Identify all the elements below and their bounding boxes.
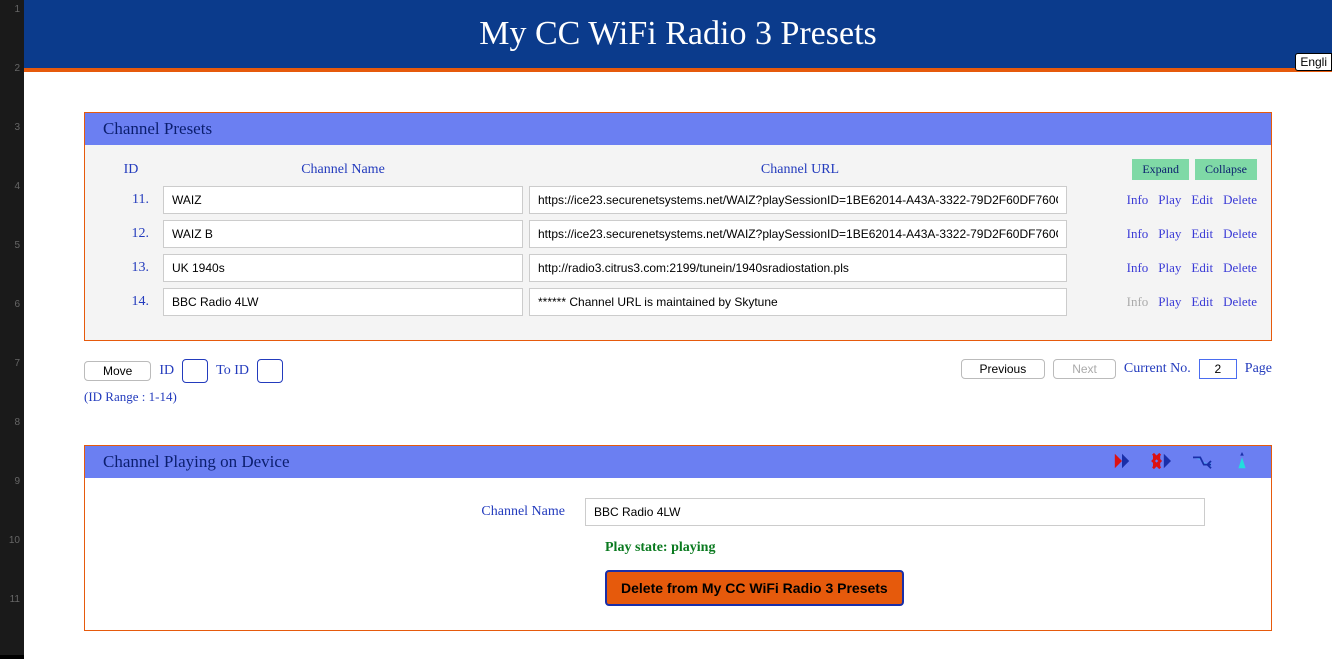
- play-link[interactable]: Play: [1158, 226, 1181, 242]
- playing-name-input[interactable]: [585, 498, 1205, 526]
- delete-link[interactable]: Delete: [1223, 294, 1257, 310]
- page-container: My CC WiFi Radio 3 Presets Engli Channel…: [24, 0, 1332, 655]
- move-group: Move ID To ID: [84, 359, 283, 383]
- play-state-text: Play state: playing: [605, 540, 1251, 556]
- row-id: 12.: [99, 226, 163, 242]
- table-row: 12. Info Play Edit Delete: [99, 220, 1257, 248]
- presets-column-headers: ID Channel Name Channel URL Expand Colla…: [99, 159, 1257, 180]
- page-select[interactable]: [1199, 359, 1237, 379]
- page-title: My CC WiFi Radio 3 Presets: [479, 15, 877, 53]
- presets-panel: Channel Presets ID Channel Name Channel …: [84, 112, 1272, 341]
- move-toid-input[interactable]: [257, 359, 283, 383]
- page-label: Page: [1245, 361, 1272, 377]
- row-actions: Info Play Edit Delete: [1077, 294, 1257, 310]
- row-actions: Info Play Edit Delete: [1077, 192, 1257, 208]
- delete-from-presets-button[interactable]: Delete from My CC WiFi Radio 3 Presets: [605, 570, 904, 606]
- row-id: 13.: [99, 260, 163, 276]
- channel-url-input[interactable]: [529, 288, 1067, 316]
- table-row: 13. Info Play Edit Delete: [99, 254, 1257, 282]
- pager: Previous Next Current No. Page: [961, 359, 1272, 379]
- id-range-note: (ID Range : 1-14): [84, 389, 283, 405]
- playing-panel-body: Channel Name Play state: playing Delete …: [85, 478, 1271, 630]
- channel-url-input[interactable]: [529, 254, 1067, 282]
- under-panel-controls: Move ID To ID (ID Range : 1-14) Previous…: [84, 359, 1272, 405]
- page-header: My CC WiFi Radio 3 Presets Engli: [24, 0, 1332, 72]
- play-link[interactable]: Play: [1158, 294, 1181, 310]
- mute-icon[interactable]: [1151, 452, 1173, 470]
- edit-link[interactable]: Edit: [1191, 294, 1213, 310]
- collapse-button[interactable]: Collapse: [1195, 159, 1257, 180]
- col-name-header: Channel Name: [163, 162, 523, 178]
- col-id-header: ID: [99, 162, 163, 178]
- presets-panel-title: Channel Presets: [85, 113, 1271, 145]
- next-button[interactable]: Next: [1053, 359, 1116, 379]
- info-link[interactable]: Info: [1127, 226, 1149, 242]
- delete-link[interactable]: Delete: [1223, 226, 1257, 242]
- presets-panel-body: ID Channel Name Channel URL Expand Colla…: [85, 145, 1271, 340]
- row-id: 14.: [99, 294, 163, 310]
- playing-name-label: Channel Name: [105, 504, 585, 520]
- play-link[interactable]: Play: [1158, 260, 1181, 276]
- info-link[interactable]: Info: [1127, 192, 1149, 208]
- channel-name-input[interactable]: [163, 254, 523, 282]
- col-url-header: Channel URL: [523, 162, 1077, 178]
- info-link[interactable]: Info: [1127, 260, 1149, 276]
- line-number-gutter: 1234567891011: [0, 0, 24, 655]
- table-row: 14. Info Play Edit Delete: [99, 288, 1257, 316]
- playing-panel: Channel Playing on Device Channel Name P…: [84, 445, 1272, 631]
- delete-link[interactable]: Delete: [1223, 260, 1257, 276]
- shuffle-icon[interactable]: [1191, 452, 1213, 470]
- playing-panel-title: Channel Playing on Device: [103, 452, 290, 471]
- channel-name-input[interactable]: [163, 220, 523, 248]
- expand-button[interactable]: Expand: [1132, 159, 1189, 180]
- move-toid-label: To ID: [216, 363, 249, 379]
- delete-link[interactable]: Delete: [1223, 192, 1257, 208]
- table-row: 11. Info Play Edit Delete: [99, 186, 1257, 214]
- move-id-input[interactable]: [182, 359, 208, 383]
- info-link: Info: [1127, 294, 1149, 310]
- volume-down-icon[interactable]: [1111, 452, 1133, 470]
- current-no-label: Current No.: [1124, 361, 1191, 377]
- volume-up-icon[interactable]: [1231, 452, 1253, 470]
- row-id: 11.: [99, 192, 163, 208]
- channel-name-input[interactable]: [163, 186, 523, 214]
- channel-name-input[interactable]: [163, 288, 523, 316]
- edit-link[interactable]: Edit: [1191, 260, 1213, 276]
- row-actions: Info Play Edit Delete: [1077, 226, 1257, 242]
- content-area: Channel Presets ID Channel Name Channel …: [24, 78, 1332, 659]
- channel-url-input[interactable]: [529, 220, 1067, 248]
- play-link[interactable]: Play: [1158, 192, 1181, 208]
- playing-panel-header: Channel Playing on Device: [85, 446, 1271, 478]
- move-button[interactable]: Move: [84, 361, 151, 381]
- language-button[interactable]: Engli: [1295, 53, 1332, 71]
- previous-button[interactable]: Previous: [961, 359, 1046, 379]
- row-actions: Info Play Edit Delete: [1077, 260, 1257, 276]
- move-id-label: ID: [159, 363, 174, 379]
- channel-url-input[interactable]: [529, 186, 1067, 214]
- edit-link[interactable]: Edit: [1191, 226, 1213, 242]
- edit-link[interactable]: Edit: [1191, 192, 1213, 208]
